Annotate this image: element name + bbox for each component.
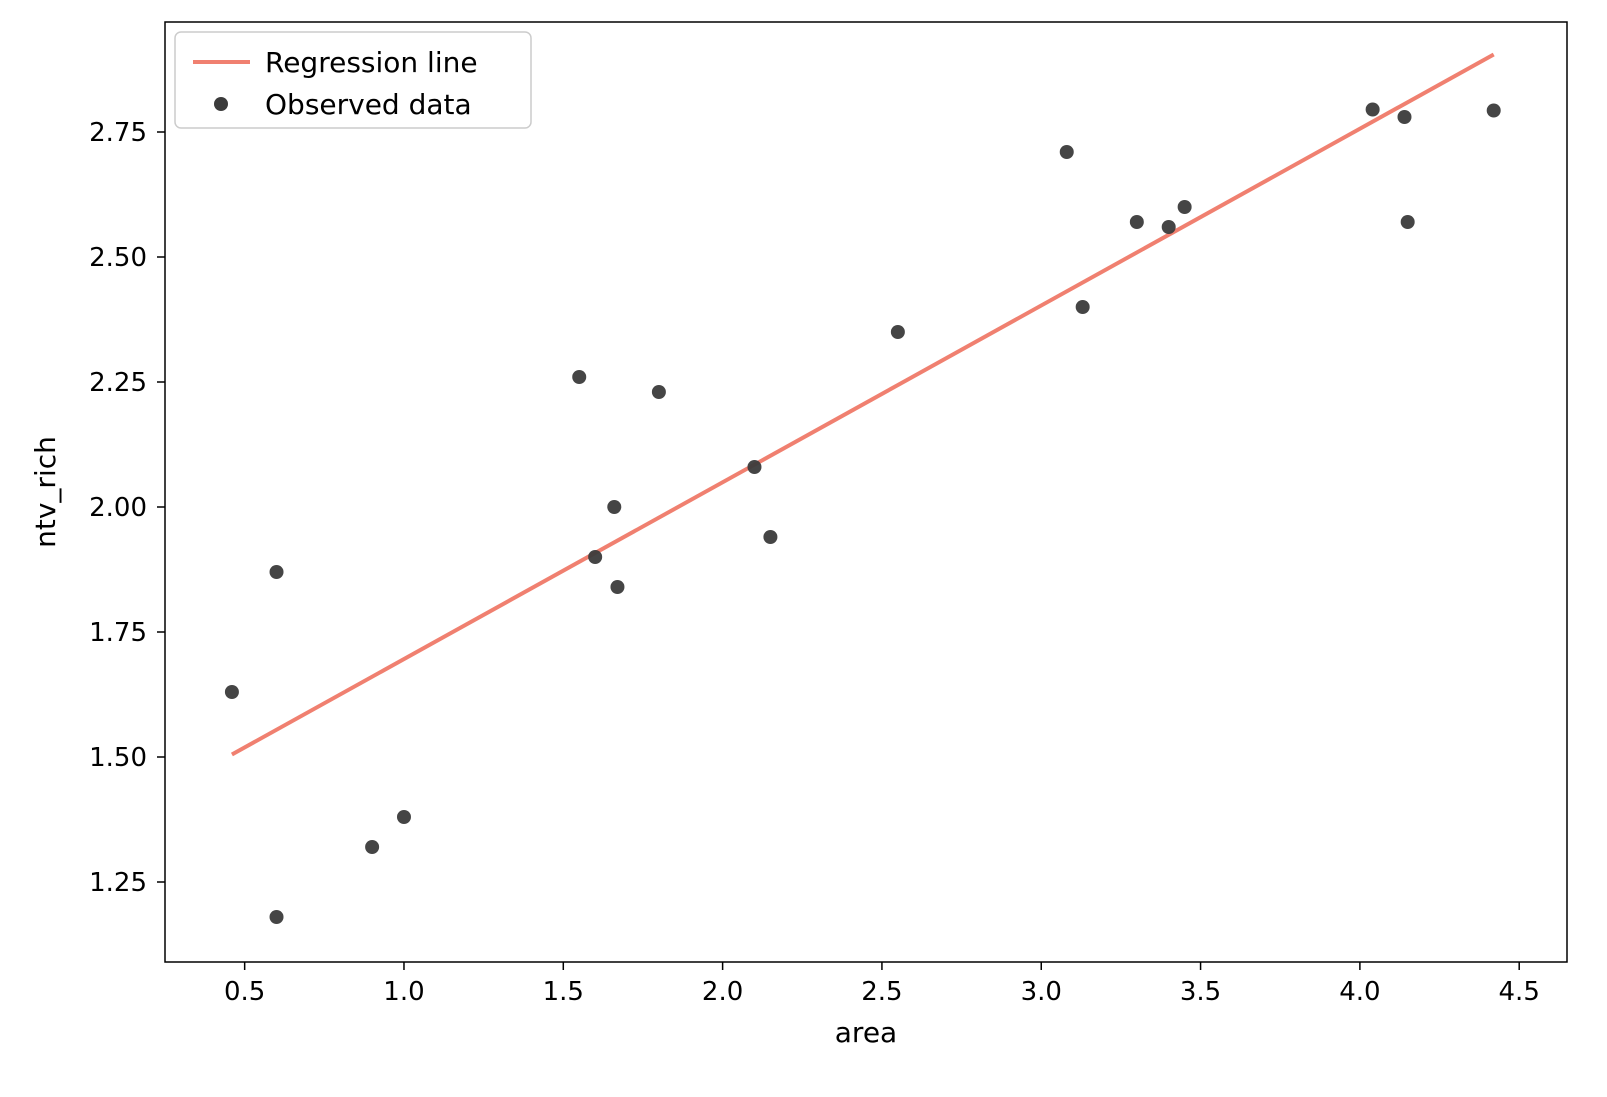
x-tick-label: 4.5 (1499, 977, 1540, 1007)
data-point (270, 910, 284, 924)
x-tick-label: 2.0 (702, 977, 743, 1007)
x-tick-label: 2.5 (861, 977, 902, 1007)
chart-svg: 0.5 1.0 1.5 2.0 2.5 3.0 3.5 4.0 4.5 1.25 1.50 1.75 2… (0, 0, 1607, 1097)
data-point (1487, 104, 1501, 118)
x-tick-label: 3.5 (1180, 977, 1221, 1007)
legend-marker-icon (214, 97, 228, 111)
data-point (365, 840, 379, 854)
data-point (1178, 200, 1192, 214)
y-tick-label: 1.75 (89, 618, 147, 648)
data-point (652, 385, 666, 399)
data-point (225, 685, 239, 699)
y-tick-label: 2.25 (89, 368, 147, 398)
x-tick-label: 1.5 (543, 977, 584, 1007)
y-tick-label: 2.50 (89, 243, 147, 273)
data-point (588, 550, 602, 564)
data-point (763, 530, 777, 544)
data-point (1130, 215, 1144, 229)
data-point (270, 565, 284, 579)
data-point (397, 810, 411, 824)
data-point (572, 370, 586, 384)
data-point (1366, 103, 1380, 117)
data-point (1397, 110, 1411, 124)
y-tick-label: 1.25 (89, 868, 147, 898)
data-point (747, 460, 761, 474)
x-tick-label: 0.5 (224, 977, 265, 1007)
data-point (1060, 145, 1074, 159)
legend-label: Observed data (265, 88, 472, 121)
y-axis-label: ntv_rich (29, 436, 62, 548)
data-point (1076, 300, 1090, 314)
scatter-chart: 0.5 1.0 1.5 2.0 2.5 3.0 3.5 4.0 4.5 1.25 1.50 1.75 2… (0, 0, 1607, 1097)
data-point (1401, 215, 1415, 229)
y-tick-label: 2.00 (89, 493, 147, 523)
y-tick-label: 2.75 (89, 118, 147, 148)
data-point (607, 500, 621, 514)
x-tick-label: 4.0 (1339, 977, 1380, 1007)
legend-label: Regression line (265, 46, 478, 79)
data-point (1162, 220, 1176, 234)
data-point (610, 580, 624, 594)
x-axis-label: area (835, 1016, 897, 1049)
x-tick-label: 1.0 (383, 977, 424, 1007)
y-tick-label: 1.50 (89, 743, 147, 773)
data-point (891, 325, 905, 339)
x-tick-label: 3.0 (1021, 977, 1062, 1007)
